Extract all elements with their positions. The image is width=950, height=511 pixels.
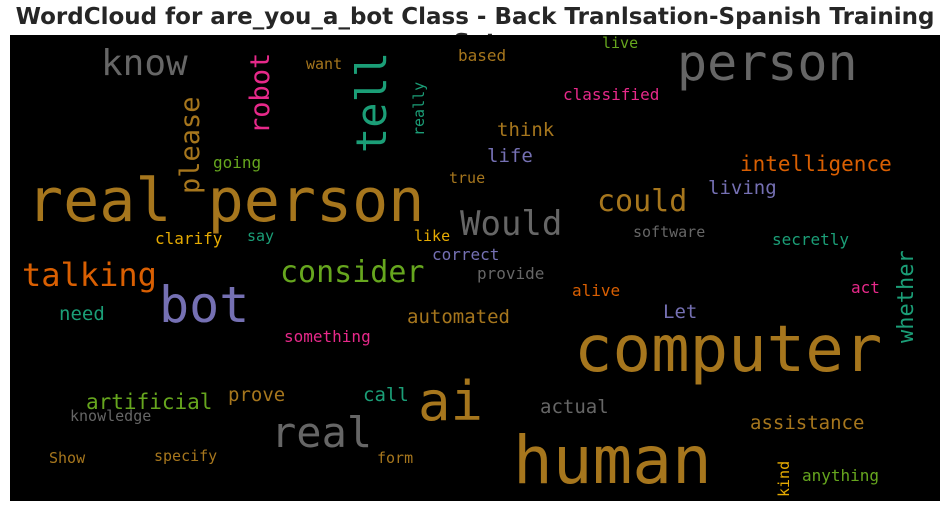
word-show: Show	[49, 449, 86, 467]
word-think: think	[497, 119, 555, 141]
word-call: call	[363, 384, 409, 406]
word-software: software	[633, 223, 706, 241]
word-assistance: assistance	[750, 412, 865, 434]
word-knowledge: knowledge	[70, 407, 152, 425]
word-want: want	[306, 55, 343, 73]
word-talking: talking	[22, 256, 157, 294]
word-true: true	[449, 169, 486, 187]
word-human: human	[513, 422, 712, 499]
word-classified: classified	[563, 85, 660, 104]
word-like: like	[414, 227, 451, 245]
chart-title: WordCloud for are_you_a_bot Class - Back…	[15, 4, 935, 56]
word-provide: provide	[477, 264, 545, 283]
word-based: based	[458, 46, 507, 65]
word-automated: automated	[407, 306, 510, 328]
word-form: form	[377, 449, 414, 467]
word-really: really	[410, 81, 428, 136]
word-life: life	[487, 145, 533, 167]
word-could: could	[597, 184, 688, 219]
word-clarify: clarify	[155, 229, 223, 248]
word-let: Let	[663, 301, 698, 323]
word-ai: ai	[418, 370, 484, 433]
word-real-person: real person	[27, 166, 425, 236]
word-say: say	[247, 227, 275, 245]
word-intelligence: intelligence	[740, 152, 892, 176]
word-anything: anything	[802, 466, 880, 485]
word-robot: robot	[245, 52, 276, 134]
word-prove: prove	[228, 384, 286, 406]
word-something: something	[284, 327, 371, 346]
word-living: living	[708, 177, 777, 199]
word-artificial: artificial	[86, 390, 213, 414]
word-bot: bot	[159, 276, 250, 334]
word-need: need	[59, 303, 105, 325]
word-whether: whether	[894, 250, 919, 343]
word-live: live	[602, 35, 639, 52]
wordcloud-canvas: real person computer human person bot ai…	[10, 35, 940, 501]
word-kind: kind	[775, 460, 793, 497]
word-real: real	[271, 408, 373, 457]
word-person: person	[677, 35, 858, 92]
word-correct: correct	[432, 245, 500, 264]
word-computer: computer	[574, 313, 883, 387]
word-would: Would	[460, 204, 563, 244]
word-going: going	[213, 153, 262, 172]
word-act: act	[851, 278, 880, 297]
word-know: know	[101, 43, 188, 84]
word-consider: consider	[280, 255, 425, 290]
word-tell: tell	[347, 51, 396, 153]
word-please: please	[175, 96, 206, 194]
word-secretly: secretly	[772, 230, 850, 249]
word-specify: specify	[154, 447, 218, 465]
word-actual: actual	[540, 396, 609, 418]
word-alive: alive	[572, 281, 621, 300]
